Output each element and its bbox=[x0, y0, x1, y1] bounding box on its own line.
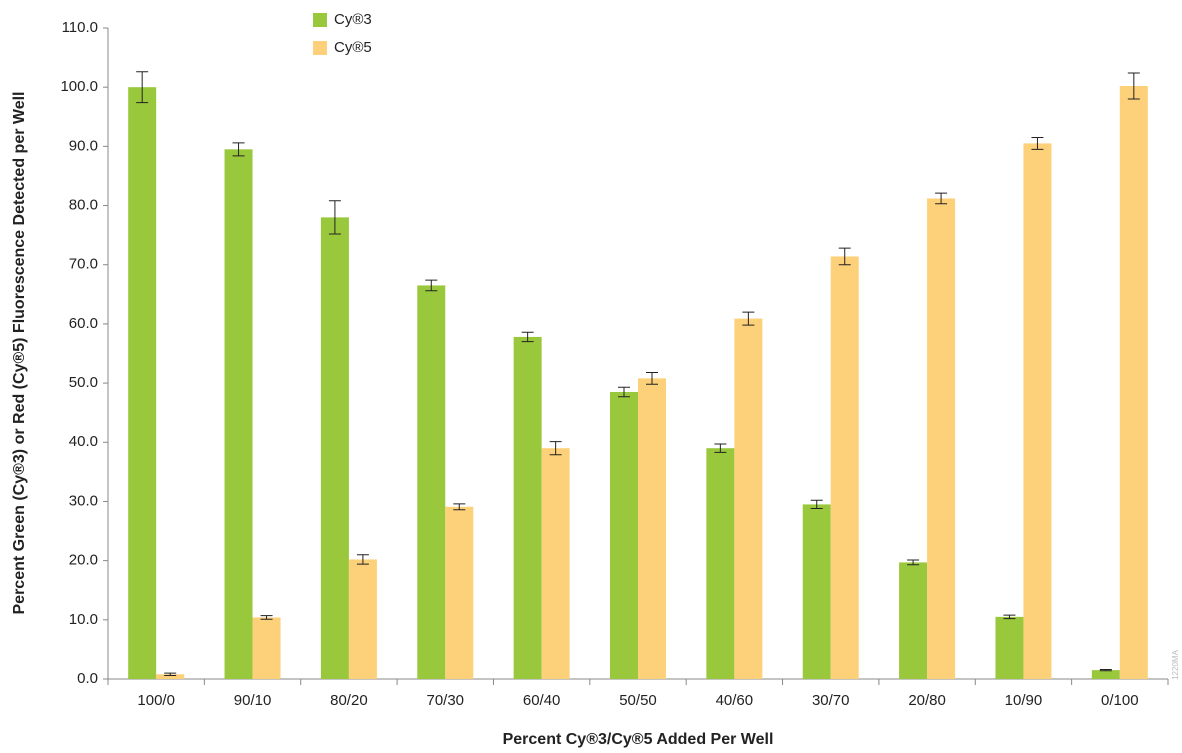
error-bar bbox=[742, 311, 755, 326]
y-tick-label: 40.0 bbox=[69, 433, 98, 450]
bar bbox=[638, 378, 666, 679]
bar bbox=[830, 256, 859, 679]
error-bar bbox=[260, 615, 273, 620]
bar bbox=[1091, 670, 1120, 679]
error-bar bbox=[521, 331, 534, 343]
y-tick-label: 90.0 bbox=[69, 137, 98, 154]
error-bar bbox=[907, 559, 920, 566]
x-tick-label: 100/0 bbox=[137, 692, 175, 709]
error-bar bbox=[549, 441, 562, 456]
error-bar bbox=[646, 371, 658, 385]
error-bar bbox=[1099, 669, 1112, 672]
error-bar bbox=[810, 499, 823, 510]
bar bbox=[224, 149, 253, 679]
legend-label: Cy®3 bbox=[334, 11, 372, 28]
bar bbox=[927, 198, 956, 679]
bar bbox=[802, 504, 831, 679]
x-tick-label: 70/30 bbox=[426, 692, 464, 709]
error-bar bbox=[425, 279, 438, 292]
bar bbox=[734, 318, 763, 679]
bar bbox=[1119, 85, 1148, 680]
bar bbox=[899, 562, 928, 679]
bar bbox=[320, 217, 349, 679]
bar bbox=[706, 448, 735, 679]
x-axis-label: Percent Cy®3/Cy®5 Added Per Well bbox=[503, 731, 774, 748]
bar bbox=[417, 285, 446, 679]
y-tick-label: 70.0 bbox=[69, 256, 98, 273]
y-axis-label: Percent Green (Cy®3) or Red (Cy®5) Fluor… bbox=[11, 92, 28, 615]
x-tick-label: 40/60 bbox=[716, 692, 754, 709]
y-tick-label: 100.0 bbox=[60, 78, 98, 95]
bar bbox=[541, 448, 570, 679]
y-tick-label: 0.0 bbox=[77, 670, 98, 687]
legend-swatch bbox=[313, 13, 327, 27]
error-bar bbox=[1031, 136, 1044, 150]
y-tick-label: 110.0 bbox=[62, 19, 98, 36]
error-bar bbox=[618, 386, 630, 398]
bar bbox=[252, 617, 281, 679]
error-bar bbox=[453, 503, 466, 511]
legend-label: Cy®5 bbox=[334, 39, 372, 56]
y-tick-label: 60.0 bbox=[69, 315, 98, 332]
y-tick-label: 10.0 bbox=[69, 611, 98, 628]
y-tick-label: 30.0 bbox=[69, 492, 98, 509]
error-bar bbox=[328, 200, 341, 235]
x-tick-label: 30/70 bbox=[812, 692, 850, 709]
x-tick-label: 50/50 bbox=[619, 692, 657, 709]
bar bbox=[1023, 143, 1052, 679]
error-bar bbox=[935, 192, 948, 205]
x-tick-label: 80/20 bbox=[330, 692, 368, 709]
error-bar bbox=[1127, 72, 1140, 100]
bar bbox=[156, 674, 185, 679]
bar bbox=[128, 87, 157, 679]
x-tick-label: 10/90 bbox=[1005, 692, 1043, 709]
x-tick-label: 20/80 bbox=[908, 692, 946, 709]
bar bbox=[610, 391, 638, 679]
bar bbox=[445, 506, 474, 679]
error-bar bbox=[136, 71, 149, 104]
bar bbox=[348, 559, 377, 679]
error-bar bbox=[714, 443, 727, 453]
x-tick-label: 90/10 bbox=[234, 692, 272, 709]
error-bar bbox=[356, 554, 369, 565]
x-tick-label: 60/40 bbox=[523, 692, 561, 709]
error-bar bbox=[1003, 614, 1016, 620]
legend-swatch bbox=[313, 41, 327, 55]
error-bar bbox=[164, 672, 177, 676]
y-tick-label: 80.0 bbox=[69, 197, 98, 214]
x-tick-label: 0/100 bbox=[1101, 692, 1139, 709]
bar bbox=[995, 616, 1024, 679]
y-tick-label: 50.0 bbox=[69, 374, 98, 391]
bar bbox=[513, 336, 542, 679]
error-bar bbox=[838, 247, 851, 266]
error-bar bbox=[232, 142, 245, 157]
annotation: 1220MA bbox=[1171, 649, 1180, 679]
y-tick-label: 20.0 bbox=[69, 552, 98, 569]
